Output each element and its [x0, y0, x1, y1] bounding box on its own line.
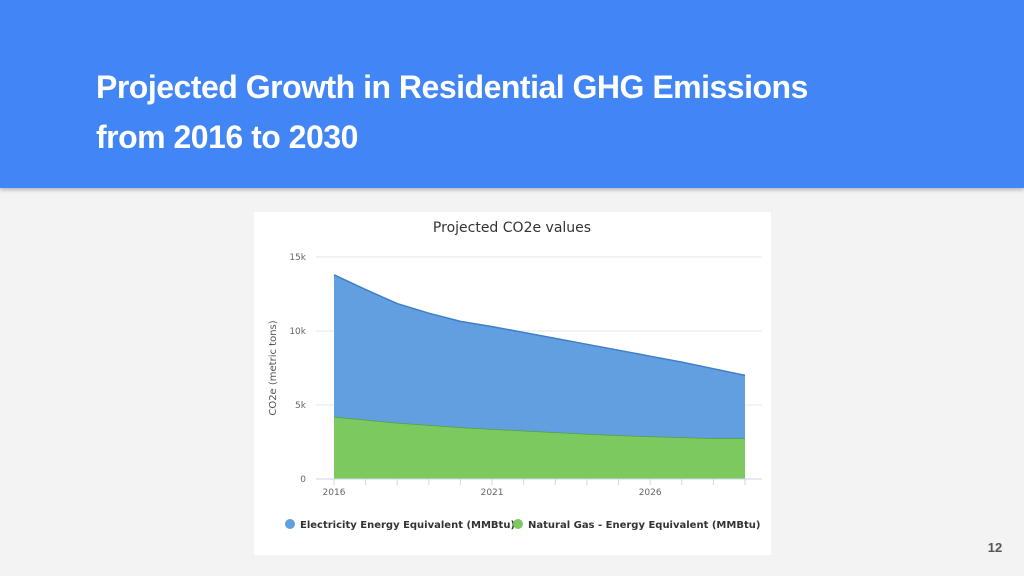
legend-label: Electricity Energy Equivalent (MMBtu) — [300, 520, 515, 531]
y-tick-label: 0 — [300, 475, 306, 485]
x-tick-label: 2021 — [481, 488, 504, 498]
area-layer — [333, 274, 746, 479]
slide-title: Projected Growth in Residential GHG Emis… — [96, 62, 956, 162]
legend-item[interactable]: Natural Gas - Energy Equivalent (MMBtu) — [513, 519, 760, 531]
legend-label: Natural Gas - Energy Equivalent (MMBtu) — [528, 520, 760, 531]
area-chart: 0 5k 10k 15k 2016 2021 2026 Projected CO2e val… — [268, 220, 762, 531]
legend-marker — [285, 519, 295, 529]
legend-marker — [513, 519, 523, 529]
y-tick-label: 5k — [295, 401, 307, 411]
slide-header: Projected Growth in Residential GHG Emis… — [0, 0, 1024, 188]
axis-layer: 0 5k 10k 15k 2016 2021 2026 — [289, 253, 762, 498]
x-tick-label: 2026 — [639, 488, 662, 498]
legend-item[interactable]: Electricity Energy Equivalent (MMBtu) — [285, 519, 515, 531]
page-number: 12 — [987, 540, 1003, 555]
chart-panel: 0 5k 10k 15k 2016 2021 2026 Projected CO2e val… — [254, 212, 771, 555]
series-line-electricity — [333, 274, 746, 377]
y-axis-label: CO2e (metric tons) — [268, 320, 279, 415]
legend: Electricity Energy Equivalent (MMBtu) Nat… — [285, 519, 760, 531]
chart-title: Projected CO2e values — [433, 220, 591, 236]
y-tick-label: 15k — [289, 253, 306, 263]
area-series-electricity — [334, 274, 745, 439]
area-series-natural-gas — [334, 416, 745, 479]
y-tick-label: 10k — [289, 327, 306, 337]
slide-title-line-1: Projected Growth in Residential GHG Emis… — [96, 69, 808, 105]
x-tick-label: 2016 — [323, 488, 346, 498]
slide-title-line-2: from 2016 to 2030 — [96, 119, 358, 155]
